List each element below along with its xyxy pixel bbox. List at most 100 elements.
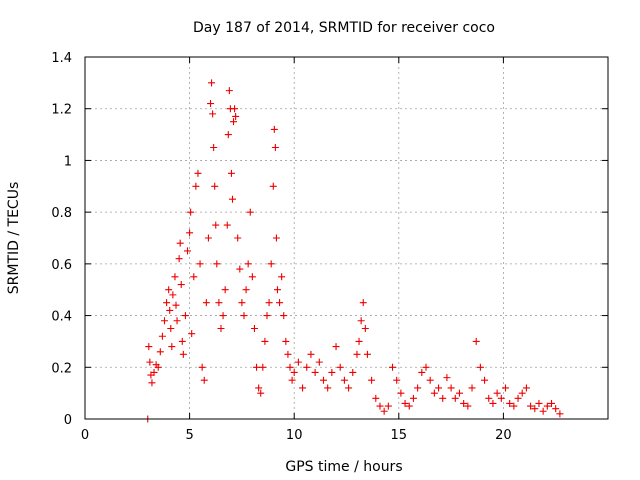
data-point <box>414 384 422 392</box>
data-point <box>259 363 267 371</box>
data-point <box>246 208 254 216</box>
data-point <box>506 399 514 407</box>
x-tick-label: 20 <box>495 428 512 443</box>
data-point <box>288 376 296 384</box>
data-point <box>276 299 284 307</box>
data-point <box>209 110 217 118</box>
data-point <box>186 229 194 237</box>
data-point <box>172 301 180 309</box>
data-point <box>430 389 438 397</box>
data-point <box>271 144 279 151</box>
data-point <box>168 343 176 351</box>
data-point <box>315 358 323 366</box>
data-point <box>178 337 186 345</box>
data-point <box>372 394 380 402</box>
data-point <box>359 299 367 307</box>
data-point <box>211 182 219 190</box>
data-point <box>181 312 189 320</box>
data-point <box>242 286 250 294</box>
data-point <box>307 350 315 358</box>
data-point <box>160 317 168 325</box>
data-point <box>393 376 401 384</box>
data-point <box>311 368 319 376</box>
chart-title: Day 187 of 2014, SRMTID for receiver coc… <box>193 20 495 36</box>
data-point <box>510 402 518 410</box>
data-point <box>213 260 221 268</box>
data-point <box>493 389 501 397</box>
data-point <box>265 299 273 307</box>
data-point <box>460 399 468 407</box>
grid <box>85 57 608 419</box>
data-point <box>192 182 200 190</box>
data-point <box>272 234 280 242</box>
data-point <box>384 402 392 410</box>
data-point <box>497 394 505 402</box>
data-point <box>146 358 154 366</box>
data-point <box>210 144 218 151</box>
data-point <box>204 234 212 242</box>
y-axis-label: SRMTID / TECUs <box>6 182 22 295</box>
data-point <box>169 291 177 299</box>
data-point <box>167 325 175 332</box>
data-point <box>166 306 174 314</box>
data-point <box>253 363 261 371</box>
data-point <box>489 399 497 407</box>
data-point <box>426 376 434 384</box>
data-point <box>332 343 340 351</box>
data-point <box>435 384 443 392</box>
data-point <box>481 376 489 384</box>
data-point <box>405 402 413 410</box>
data-point <box>319 376 327 384</box>
data-point <box>340 376 348 384</box>
data-point <box>409 394 417 402</box>
data-point <box>207 100 215 108</box>
x-axis-label: GPS time / hours <box>285 459 402 475</box>
x-tick-label: 0 <box>81 428 89 443</box>
data-point <box>163 299 171 307</box>
data-point <box>556 410 564 418</box>
data-point <box>476 363 484 371</box>
data-point <box>219 312 227 320</box>
data-point <box>278 273 286 281</box>
data-point <box>238 299 246 307</box>
x-tick-label: 5 <box>185 428 193 443</box>
y-tick-label: 0.2 <box>51 361 72 376</box>
data-point <box>324 384 332 392</box>
data-point <box>184 247 192 255</box>
data-point <box>552 405 560 413</box>
data-point <box>439 394 447 402</box>
data-point <box>158 332 166 340</box>
data-point <box>357 317 365 325</box>
data-point <box>176 239 184 247</box>
data-point <box>397 389 405 397</box>
data-point <box>531 405 539 413</box>
data-point <box>194 169 202 177</box>
data-point <box>148 379 156 387</box>
data-point <box>188 330 196 338</box>
y-tick-label: 0.4 <box>51 310 72 325</box>
data-point <box>472 337 480 345</box>
data-point <box>284 350 292 358</box>
data-point <box>227 169 235 177</box>
data-point <box>376 402 384 410</box>
data-point <box>177 281 185 289</box>
data-point <box>363 350 371 358</box>
data-point <box>418 368 426 376</box>
data-point <box>255 384 263 392</box>
data-point <box>215 299 223 307</box>
data-point <box>368 376 376 384</box>
data-point <box>200 376 208 384</box>
data-point <box>349 368 357 376</box>
data-point <box>171 273 179 281</box>
data-point <box>224 131 232 139</box>
x-tick-label: 15 <box>391 428 408 443</box>
data-point <box>165 286 173 294</box>
data-point <box>202 299 210 307</box>
data-point <box>522 384 530 392</box>
data-point <box>250 325 258 332</box>
data-point <box>212 221 220 229</box>
data-point <box>328 368 336 376</box>
data-point <box>447 384 455 392</box>
data-point <box>485 394 493 402</box>
